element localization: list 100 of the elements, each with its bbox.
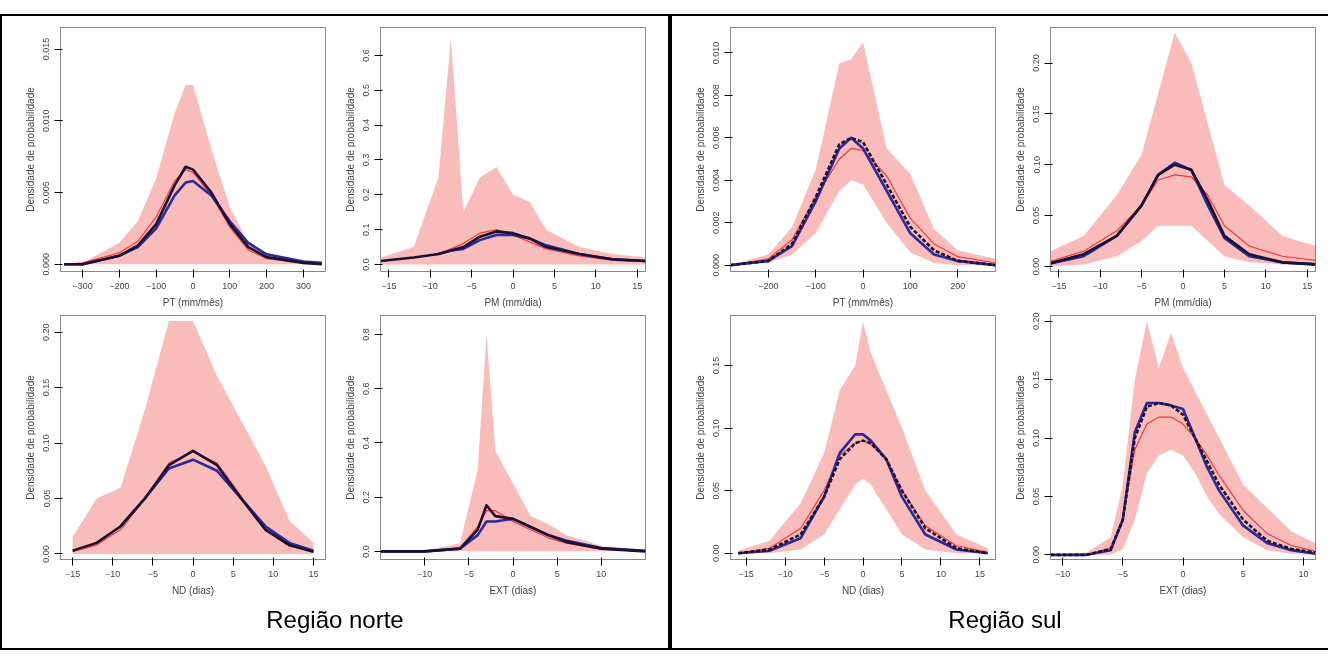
y-tick-label: 0.00 <box>1031 546 1042 564</box>
y-tick-label: 0.006 <box>711 126 722 150</box>
x-tick-label: −15 <box>64 568 81 579</box>
y-tick-label: 0.010 <box>711 41 722 65</box>
y-tick-label: 0.2 <box>361 188 372 202</box>
y-axis-title: Densidade de probabilidade <box>694 86 706 212</box>
y-tick-label: 0.002 <box>711 211 722 234</box>
x-tick-label: −300 <box>72 280 93 291</box>
y-tick-label: 0.005 <box>41 181 52 204</box>
y-axis-title: Densidade de probabilidade <box>24 86 36 212</box>
y-axis-title: Densidade de probabilidade <box>1014 374 1026 500</box>
y-tick-label: 0.4 <box>361 118 372 132</box>
y-tick-label: 0.4 <box>361 436 372 450</box>
x-tick-label: 300 <box>295 280 311 291</box>
x-tick-label: 5 <box>899 568 905 579</box>
y-tick-label: 0.3 <box>361 153 372 167</box>
x-tick-label: 5 <box>1221 280 1227 291</box>
y-tick-label: 0.0 <box>361 258 372 271</box>
x-tick-label: 15 <box>632 280 643 291</box>
x-axis-title: PM (mm/dia) <box>1154 296 1212 308</box>
x-tick-label: −100 <box>146 280 167 291</box>
x-tick-label: 10 <box>1260 280 1271 291</box>
y-tick-label: 0.20 <box>41 323 52 341</box>
y-tick-label: 0.15 <box>711 356 722 375</box>
y-axis-title: Densidade de probabilidade <box>694 374 706 500</box>
x-tick-label: 100 <box>902 280 918 291</box>
x-axis-title: PT (mm/mês) <box>162 296 224 308</box>
y-tick-label: 0.15 <box>41 378 52 397</box>
y-tick-label: 0.004 <box>711 168 722 192</box>
y-tick-label: 0.05 <box>711 481 722 500</box>
y-tick-label: 0.10 <box>1031 429 1042 447</box>
x-tick-label: 5 <box>551 280 557 291</box>
x-tick-label: −10 <box>1054 568 1071 579</box>
y-tick-label: 0.8 <box>361 328 372 341</box>
y-tick-label: 0.6 <box>361 382 372 395</box>
y-tick-label: 0.20 <box>1031 54 1042 72</box>
y-tick-label: 0.05 <box>1031 487 1042 506</box>
x-tick-label: −5 <box>1136 280 1147 291</box>
x-tick-label: 0 <box>1180 280 1186 291</box>
x-tick-label: −15 <box>738 568 754 579</box>
x-tick-label: −15 <box>381 280 397 291</box>
x-tick-label: −10 <box>417 568 433 579</box>
y-tick-label: 0.20 <box>1031 312 1042 331</box>
x-tick-label: 200 <box>259 280 275 291</box>
x-tick-label: 0 <box>860 568 866 579</box>
y-tick-label: 0.10 <box>41 434 52 452</box>
x-tick-label: −10 <box>422 280 438 291</box>
x-axis-title: PT (mm/mês) <box>832 296 894 308</box>
x-tick-label: 5 <box>1240 568 1246 579</box>
x-tick-label: 0 <box>860 280 866 291</box>
x-tick-label: −5 <box>463 568 474 579</box>
y-tick-label: 0.0 <box>361 545 372 558</box>
y-tick-label: 0.5 <box>361 83 372 97</box>
x-tick-label: 10 <box>268 568 279 579</box>
x-tick-label: −5 <box>818 568 830 579</box>
y-tick-label: 0.6 <box>361 49 372 62</box>
x-tick-label: −5 <box>1117 568 1128 579</box>
x-tick-label: −200 <box>109 280 130 291</box>
x-tick-label: −5 <box>147 568 158 579</box>
y-tick-label: 0.15 <box>1031 370 1042 389</box>
x-tick-label: 0 <box>510 568 516 579</box>
y-tick-label: 0.05 <box>41 489 52 508</box>
x-tick-label: 0 <box>190 568 196 579</box>
y-tick-label: 0.008 <box>711 84 722 107</box>
y-tick-label: 0.00 <box>41 545 52 563</box>
x-tick-label: 5 <box>554 568 560 579</box>
x-tick-label: −200 <box>758 280 779 291</box>
y-tick-label: 0.000 <box>41 253 52 276</box>
x-tick-label: 10 <box>590 280 601 291</box>
y-tick-label: 0.10 <box>711 419 722 437</box>
x-tick-label: 15 <box>974 568 985 579</box>
y-tick-label: 0.000 <box>711 253 722 277</box>
x-tick-label: −10 <box>777 568 793 579</box>
x-tick-label: 200 <box>950 280 966 291</box>
x-axis-title: EXT (dias) <box>489 584 537 596</box>
x-tick-label: 10 <box>935 568 946 579</box>
x-axis-title: ND (dias) <box>171 584 215 596</box>
x-tick-label: −15 <box>1051 280 1067 291</box>
x-tick-label: −100 <box>805 280 826 291</box>
y-tick-label: 0.1 <box>361 223 372 236</box>
x-tick-label: −5 <box>466 280 477 291</box>
x-tick-label: 100 <box>222 280 238 291</box>
x-axis-title: PM (mm/dia) <box>484 296 542 308</box>
x-tick-label: 0 <box>510 280 516 291</box>
x-tick-label: −10 <box>105 568 121 579</box>
x-axis-title: EXT (dias) <box>1159 584 1207 596</box>
x-axis-title: ND (dias) <box>841 584 885 596</box>
y-tick-label: 0.015 <box>41 37 52 61</box>
x-tick-label: 5 <box>230 568 236 579</box>
x-tick-label: 0 <box>1180 568 1186 579</box>
text: Região norte <box>266 605 404 635</box>
x-tick-label: 15 <box>308 568 319 579</box>
y-axis-title: Densidade de probabilidade <box>24 374 36 500</box>
x-tick-label: 0 <box>190 280 196 291</box>
y-tick-label: 0.00 <box>1031 257 1042 276</box>
text: Região sul <box>948 605 1062 635</box>
x-tick-label: 10 <box>1298 568 1309 579</box>
y-axis-title: Densidade de probabilidade <box>344 86 356 212</box>
x-tick-label: −10 <box>1092 280 1108 291</box>
y-tick-label: 0.00 <box>711 544 722 562</box>
